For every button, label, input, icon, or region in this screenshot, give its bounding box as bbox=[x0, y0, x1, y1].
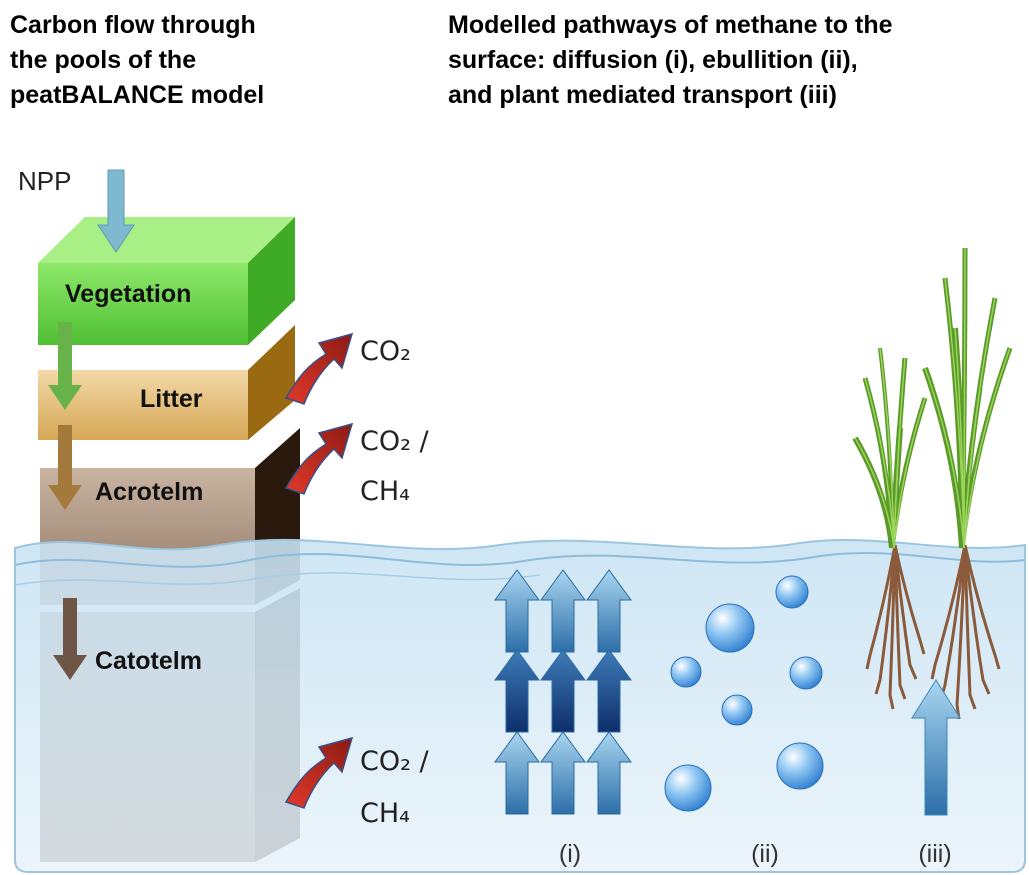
blade-highlight bbox=[893, 397, 926, 549]
blade-highlight bbox=[963, 347, 1011, 549]
bubble bbox=[789, 656, 823, 690]
bubbles bbox=[664, 575, 824, 812]
vegetation-side bbox=[248, 217, 295, 345]
transfer-arrow bbox=[53, 598, 87, 680]
pool-label: Vegetation bbox=[65, 280, 191, 308]
npp-label: NPP bbox=[18, 166, 71, 196]
diffusion-arrow bbox=[586, 731, 632, 815]
blade-highlight bbox=[879, 347, 895, 549]
blade-highlight bbox=[924, 367, 965, 549]
litter-side bbox=[248, 325, 295, 440]
root bbox=[930, 544, 967, 680]
root bbox=[963, 544, 1001, 670]
flux-arrow bbox=[285, 333, 353, 405]
pathway-label: (ii) bbox=[751, 840, 779, 868]
diffusion-arrow bbox=[586, 649, 632, 733]
right-title-line: surface: diffusion (i), ebullition (ii), bbox=[448, 46, 858, 74]
diffusion-arrow bbox=[586, 569, 632, 653]
npp-arrow bbox=[97, 169, 135, 253]
blade-highlight bbox=[854, 437, 895, 549]
wave bbox=[14, 551, 1026, 568]
root bbox=[865, 544, 897, 670]
root bbox=[963, 544, 991, 695]
left-title-line: Carbon flow through bbox=[10, 11, 256, 39]
root bbox=[893, 544, 926, 655]
left-title-line: peatBALANCE model bbox=[10, 81, 264, 109]
pathway-label: (iii) bbox=[918, 840, 951, 868]
flux-label: CH₄ bbox=[360, 798, 410, 829]
transfer-arrow bbox=[48, 322, 82, 410]
flux-label: CO₂ / bbox=[360, 426, 430, 457]
plants bbox=[852, 247, 1013, 720]
pool-label: Litter bbox=[140, 385, 203, 413]
left-title-line: the pools of the bbox=[10, 46, 196, 74]
right-title-line: Modelled pathways of methane to the bbox=[448, 11, 893, 39]
blade-highlight bbox=[963, 387, 981, 549]
bubble bbox=[670, 656, 702, 688]
transfer-arrow bbox=[48, 425, 82, 510]
bubble bbox=[721, 694, 753, 726]
flux-label: CH₄ bbox=[360, 476, 410, 507]
diffusion-arrow bbox=[494, 569, 540, 653]
pool-label: Catotelm bbox=[95, 647, 202, 675]
litter-box bbox=[38, 370, 248, 440]
bubble bbox=[705, 603, 755, 653]
pool-label: Acrotelm bbox=[95, 478, 203, 506]
bubble bbox=[664, 764, 712, 812]
diffusion-arrow bbox=[540, 649, 586, 733]
root bbox=[893, 544, 918, 680]
plant-transport-arrow bbox=[911, 679, 961, 816]
diffusion-arrow bbox=[540, 569, 586, 653]
root bbox=[963, 544, 977, 710]
pathway-label: (i) bbox=[559, 840, 581, 868]
blade-highlight bbox=[954, 327, 965, 549]
bubble bbox=[775, 575, 809, 609]
vegetation-box bbox=[38, 263, 248, 345]
flux-label: CO₂ bbox=[360, 336, 411, 367]
bubble bbox=[776, 742, 824, 790]
right-title-line: and plant mediated transport (iii) bbox=[448, 81, 837, 109]
diffusion-arrow bbox=[540, 731, 586, 815]
diffusion-arrow bbox=[494, 649, 540, 733]
flux-label: CO₂ / bbox=[360, 746, 430, 777]
blade-highlight bbox=[864, 377, 895, 549]
diffusion-arrow bbox=[494, 731, 540, 815]
wave bbox=[14, 572, 541, 586]
diffusion-arrows bbox=[494, 569, 632, 815]
blade-highlight bbox=[963, 247, 966, 549]
